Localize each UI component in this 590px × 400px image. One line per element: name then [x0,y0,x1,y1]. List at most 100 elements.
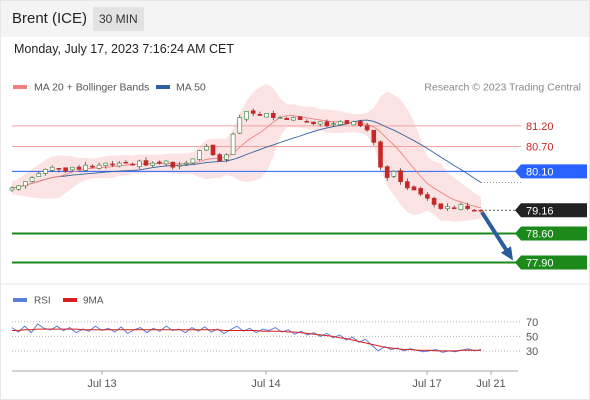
ma50-line [11,119,482,189]
resistance-label: 81.20 [526,121,554,133]
candle [230,133,236,155]
candle [398,170,403,183]
candle [384,166,390,178]
candle [244,111,249,120]
candle [458,204,464,210]
candle [445,206,450,210]
rsi-pane: 70 50 30 [11,317,538,358]
candle [337,121,343,125]
candle [23,181,28,187]
candle [29,177,35,182]
instrument-title: Brent (ICE) [12,10,88,27]
rsi-tick-label: 30 [526,346,538,358]
candle [391,171,397,177]
candle [317,121,323,125]
candle [49,166,55,171]
candle [190,158,196,164]
candle [83,164,89,171]
timeframe-button[interactable]: 30 MIN [93,7,144,31]
legend-ma20-label: MA 20 + Bollinger Bands [34,82,149,94]
candle [438,203,444,209]
candle [163,160,169,165]
candle [103,162,109,166]
candle [471,209,477,212]
candle [36,173,42,177]
candle [116,162,122,167]
candle [157,161,162,164]
candle [90,165,95,168]
candle [183,162,189,165]
candle [411,186,417,191]
candle [123,161,129,164]
candle [56,168,62,170]
candle [284,117,290,120]
legend-ma50-swatch [156,85,170,89]
candle [378,141,383,168]
candle [351,121,357,126]
candle [217,154,223,162]
candle [270,112,276,118]
support-2-tag [515,255,587,270]
forecast-arrow-shaft [480,211,510,254]
candle [237,117,243,134]
copyright: Research © 2023 Trading Central [424,82,581,94]
candle [431,197,437,205]
candle [197,150,202,160]
legend-9ma-swatch [63,298,77,302]
time-tick-label: Jul 14 [251,378,280,390]
candle [425,194,430,199]
legend-9ma-label: 9MA [83,296,104,307]
candle [210,144,216,156]
rsi-line [11,323,482,353]
candle [177,164,182,167]
candle [136,160,142,167]
time-tick-label: Jul 17 [412,378,441,390]
candle [304,120,310,123]
bollinger-band [12,83,481,222]
candle [277,117,283,120]
candle [143,160,149,166]
candle [43,169,48,174]
candle [264,113,269,118]
candle [170,161,176,168]
pivot-price-tag-label: 80.10 [526,166,554,178]
candle [451,207,457,210]
legend-rsi-swatch [13,298,27,302]
price-pane: 81.20 80.70 80.10 79.16 78.60 77.90 [9,83,587,270]
candle [331,123,336,126]
time-tick-label: Jul 21 [476,378,505,390]
candle [224,154,229,160]
support-1-tag-label: 78.60 [526,228,554,240]
candle [9,187,15,191]
candle [358,121,363,127]
legend-rsi-label: RSI [34,296,51,307]
candle [96,164,102,169]
candle [344,120,350,125]
support-1-tag [515,226,587,241]
candle [130,163,135,166]
candle [203,146,209,151]
chart-header: Brent (ICE) 30 MIN [1,1,589,37]
rsi-9ma-line [12,328,481,352]
candle [311,121,316,125]
candle [250,110,256,114]
candle [364,125,370,131]
candle [257,114,263,116]
candle [69,166,75,171]
time-tick-label: Jul 13 [87,378,116,390]
candle [110,163,115,166]
candle [324,121,330,127]
rsi-tick-label: 70 [526,317,538,329]
timestamp: Monday, July 17, 2023 7:16:24 AM CET [14,42,235,56]
rsi-tick-label: 50 [526,331,538,343]
candle [63,167,68,172]
current-price-tag-label: 79.16 [526,205,554,217]
candle [371,129,377,143]
ma20-line [11,115,482,209]
candle [478,209,484,212]
candle [297,116,303,120]
support-2-tag-label: 77.90 [526,257,554,269]
legend-ma20-swatch [13,85,27,89]
